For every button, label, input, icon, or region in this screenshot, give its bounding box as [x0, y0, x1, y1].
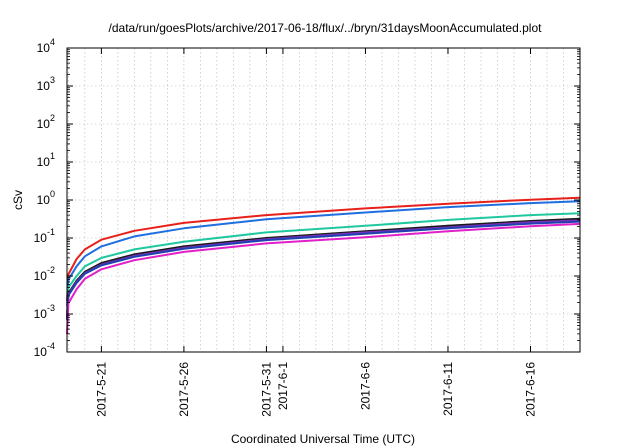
- y-tick-label: 101: [37, 151, 55, 169]
- x-tick-label: 2017-5-26: [177, 362, 191, 417]
- x-axis-label: Coordinated Universal Time (UTC): [231, 432, 415, 446]
- tick-group: 10-4 10-3 10-2 10-1 100 101 102 103 104 2017-5-21…: [34, 37, 580, 417]
- x-tick-label: 2017-6-1: [276, 362, 290, 410]
- x-tick-label: 2017-5-31: [259, 362, 273, 417]
- x-tick-label: 2017-6-11: [441, 362, 455, 416]
- y-tick-label: 102: [37, 113, 55, 131]
- series-line-2: [66, 200, 581, 307]
- series-line-6: [66, 220, 581, 320]
- chart-title: /data/run/goesPlots/archive/2017-06-18/f…: [109, 21, 543, 35]
- series-line-4: [66, 217, 581, 318]
- y-tick-label: 10-1: [34, 227, 55, 245]
- y-axis-label: cSv: [11, 190, 25, 210]
- x-tick-label: 2017-6-16: [524, 362, 538, 417]
- series-group: [66, 196, 581, 334]
- x-tick-label: 2017-6-6: [358, 362, 372, 410]
- grid: [67, 47, 580, 353]
- x-tick-label: 2017-5-21: [94, 362, 108, 417]
- y-tick-label: 104: [37, 37, 55, 55]
- y-tick-label: 10-4: [34, 341, 55, 359]
- series-line-3: [66, 212, 581, 313]
- y-tick-label: 103: [37, 75, 55, 93]
- y-tick-label: 100: [37, 189, 55, 207]
- series-line-7: [66, 222, 581, 334]
- y-tick-label: 10-2: [34, 265, 55, 283]
- series-line-1: [66, 196, 581, 302]
- y-tick-label: 10-3: [34, 303, 55, 321]
